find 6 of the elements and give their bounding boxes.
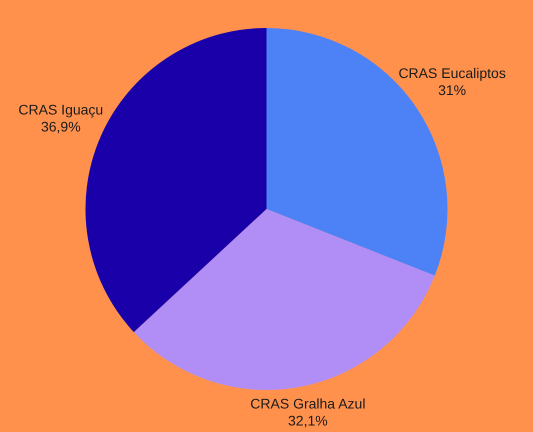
- data-label: 32,1%: [288, 412, 328, 428]
- slice-label: CRAS Gralha Azul: [250, 395, 366, 412]
- slice-label: CRAS Eucaliptos: [398, 65, 506, 82]
- data-label: 31%: [438, 82, 466, 98]
- data-label: 36,9%: [40, 118, 81, 135]
- slice-label: CRAS Iguaçu: [18, 102, 104, 118]
